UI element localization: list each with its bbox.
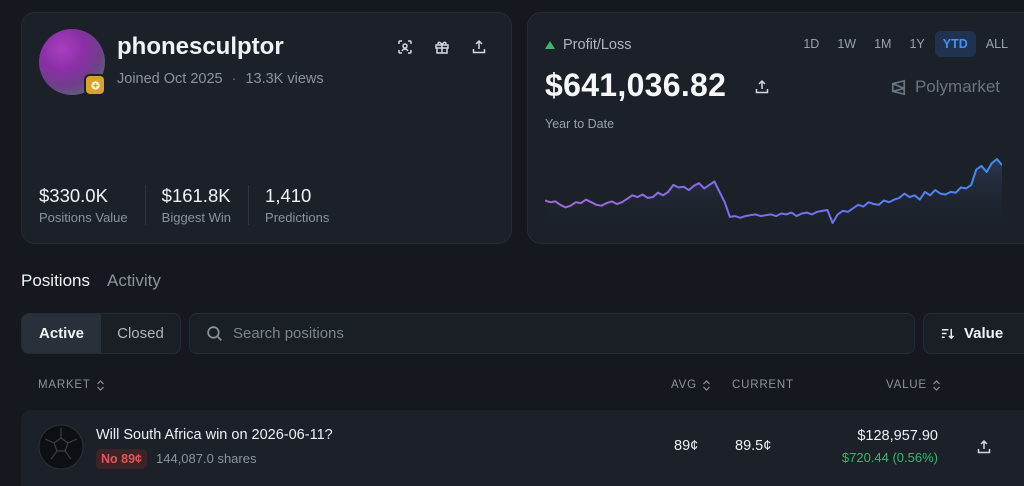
chart-series-line	[545, 158, 1002, 224]
stat-biggest-win: $161.8K Biggest Win	[161, 185, 250, 225]
filter-active-button[interactable]: Active	[22, 314, 101, 353]
search-icon	[207, 326, 223, 342]
triangle-up-icon	[545, 41, 555, 49]
joined-date: Joined Oct 2025	[117, 71, 223, 87]
brand-name: Polymarket	[914, 77, 1000, 96]
gift-button[interactable]	[430, 35, 454, 59]
range-1m-button[interactable]: 1M	[874, 37, 892, 51]
chart-area-fill	[545, 159, 1002, 229]
outcome-badge: No 89¢	[96, 449, 147, 469]
range-1w-button[interactable]: 1W	[837, 37, 857, 51]
search-box	[189, 313, 915, 354]
stat-positions-value: $330.0K Positions Value	[39, 185, 146, 225]
range-1y-button[interactable]: 1Y	[909, 37, 925, 51]
sort-arrows-icon	[702, 379, 710, 391]
username: phonesculptor	[117, 33, 284, 60]
header-current-label: CURRENT	[732, 379, 794, 391]
search-input[interactable]	[233, 325, 833, 342]
view-count: 13.3K views	[245, 71, 324, 87]
pnl-value: $641,036.82	[545, 67, 727, 103]
header-value-label: VALUE	[886, 379, 927, 391]
stat-predictions: 1,410 Predictions	[265, 185, 346, 225]
sort-arrows-icon	[932, 379, 940, 391]
gift-icon	[435, 41, 449, 54]
period-label: Year to Date	[545, 117, 615, 131]
filter-closed-button[interactable]: Closed	[117, 325, 164, 342]
header-market-label: MARKET	[38, 379, 91, 391]
pnl-card: Profit/Loss 1D 1W 1M 1Y YTD ALL $641,036.82 P…	[527, 12, 1024, 244]
tab-positions[interactable]: Positions	[21, 271, 90, 290]
share-position-button[interactable]	[972, 435, 996, 459]
profile-card: phonesculptor Joined Oct 2025 · 13.3K vi…	[21, 12, 512, 244]
share-pnl-button[interactable]	[750, 75, 774, 99]
header-current: CURRENT	[732, 379, 794, 391]
header-avg-label: AVG	[671, 379, 697, 391]
stat-label: Biggest Win	[161, 210, 232, 225]
separator-dot: ·	[231, 71, 237, 87]
stat-label: Predictions	[265, 210, 330, 225]
table-row[interactable]: Will South Africa win on 2026-06-11? No …	[21, 410, 1024, 486]
soccer-ball-icon	[38, 424, 84, 470]
stat-value: 1,410	[265, 185, 312, 206]
header-avg[interactable]: AVG	[671, 379, 711, 391]
range-ytd-button[interactable]: YTD	[934, 31, 976, 57]
section-tabs: Positions Activity	[21, 271, 161, 291]
polymarket-brand: Polymarket	[889, 77, 1000, 97]
scan-button[interactable]	[393, 35, 417, 59]
verified-badge-icon	[84, 74, 106, 96]
polymarket-logo-icon	[891, 79, 906, 95]
share-icon	[755, 79, 769, 94]
profile-meta: Joined Oct 2025 · 13.3K views	[117, 71, 324, 87]
position-gain: $720.44 (0.56%)	[841, 450, 938, 465]
market-question[interactable]: Will South Africa win on 2026-06-11?	[96, 427, 333, 443]
status-filter: Active Closed	[21, 313, 181, 354]
header-market[interactable]: MARKET	[38, 379, 105, 391]
share-profile-button[interactable]	[467, 35, 491, 59]
share-icon	[977, 439, 991, 454]
share-count: 144,087.0 shares	[156, 451, 257, 466]
pnl-chart[interactable]	[545, 153, 1002, 229]
range-all-button[interactable]: ALL	[985, 37, 1008, 51]
time-range-selector: 1D 1W 1M 1Y YTD ALL	[795, 31, 1016, 57]
avg-price: 89¢	[674, 438, 699, 454]
header-value[interactable]: VALUE	[886, 379, 941, 391]
stat-label: Positions Value	[39, 210, 128, 225]
sort-icon	[941, 328, 955, 340]
sort-label: Value	[964, 325, 1004, 342]
stat-value: $161.8K	[161, 185, 231, 206]
share-icon	[472, 39, 486, 54]
pnl-label-text: Profit/Loss	[563, 37, 632, 53]
scan-face-icon	[398, 40, 412, 54]
range-1d-button[interactable]: 1D	[803, 37, 820, 51]
pnl-label: Profit/Loss	[545, 37, 632, 53]
profile-stats: $330.0K Positions Value $161.8K Biggest …	[39, 185, 362, 225]
current-price: 89.5¢	[735, 438, 772, 454]
sort-value-button[interactable]: Value	[923, 313, 1024, 354]
tab-activity[interactable]: Activity	[106, 271, 161, 290]
stat-value: $330.0K	[39, 185, 108, 206]
position-value: $128,957.90	[857, 428, 938, 444]
sort-arrows-icon	[96, 379, 104, 391]
